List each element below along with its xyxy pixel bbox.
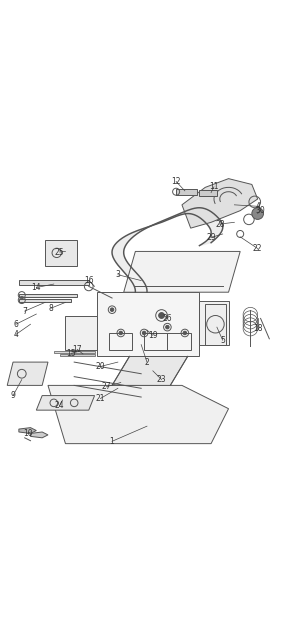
- Text: 8: 8: [49, 304, 53, 313]
- Bar: [19, 298, 71, 302]
- Bar: [199, 191, 217, 196]
- Text: 4: 4: [255, 202, 260, 211]
- Polygon shape: [182, 179, 258, 228]
- Polygon shape: [98, 292, 199, 357]
- Text: 16: 16: [84, 276, 93, 285]
- Circle shape: [252, 208, 263, 220]
- Polygon shape: [48, 386, 228, 444]
- Text: 12: 12: [171, 177, 181, 186]
- Text: 19: 19: [148, 331, 158, 340]
- Text: 7: 7: [22, 307, 27, 316]
- Circle shape: [119, 331, 123, 334]
- Text: 5: 5: [220, 336, 225, 345]
- Bar: [109, 333, 132, 350]
- Text: 1: 1: [110, 437, 114, 446]
- Polygon shape: [19, 428, 36, 433]
- Text: 14: 14: [31, 283, 41, 292]
- Text: 30: 30: [256, 206, 265, 215]
- Text: 6: 6: [14, 320, 19, 329]
- Bar: [144, 333, 167, 350]
- Text: 20: 20: [96, 362, 105, 371]
- Text: 29: 29: [206, 233, 216, 242]
- Bar: [167, 333, 191, 350]
- Text: 11: 11: [209, 182, 219, 191]
- Text: 4: 4: [14, 330, 19, 339]
- Bar: [205, 304, 225, 345]
- Polygon shape: [66, 316, 98, 350]
- Text: 17: 17: [72, 345, 82, 354]
- Polygon shape: [45, 240, 77, 266]
- Bar: [54, 351, 95, 353]
- Polygon shape: [124, 251, 240, 292]
- Text: 21: 21: [96, 394, 105, 403]
- Polygon shape: [112, 357, 188, 386]
- Circle shape: [166, 326, 169, 329]
- Polygon shape: [36, 396, 95, 410]
- Circle shape: [183, 331, 187, 334]
- Bar: [19, 293, 77, 297]
- Text: 10: 10: [23, 429, 32, 438]
- Text: 9: 9: [11, 391, 16, 400]
- Text: 26: 26: [163, 314, 172, 323]
- Bar: [60, 354, 95, 357]
- Text: 28: 28: [215, 220, 225, 228]
- Bar: [176, 189, 196, 194]
- Text: 3: 3: [116, 270, 120, 280]
- Text: 22: 22: [253, 244, 263, 253]
- Text: 23: 23: [157, 375, 166, 384]
- Text: 18: 18: [253, 324, 263, 333]
- Circle shape: [142, 331, 146, 334]
- Circle shape: [159, 312, 164, 319]
- Circle shape: [110, 308, 114, 312]
- Text: 27: 27: [101, 382, 111, 391]
- Bar: [19, 280, 89, 285]
- Text: 15: 15: [66, 349, 76, 358]
- Polygon shape: [199, 301, 228, 345]
- Text: 24: 24: [55, 401, 64, 410]
- Polygon shape: [7, 362, 48, 386]
- Text: 25: 25: [55, 247, 64, 257]
- Polygon shape: [112, 208, 223, 292]
- Text: 2: 2: [145, 358, 149, 367]
- Polygon shape: [31, 432, 48, 438]
